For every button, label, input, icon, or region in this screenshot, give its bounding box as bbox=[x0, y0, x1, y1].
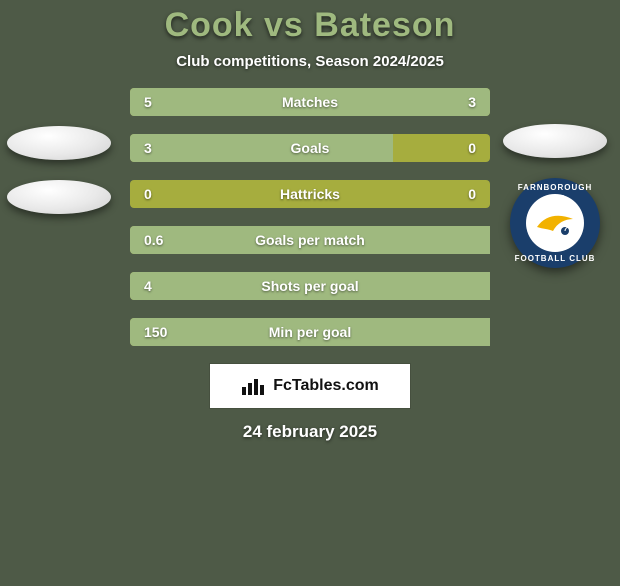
stat-value-right: 0 bbox=[468, 140, 476, 156]
club-badge-placeholder bbox=[7, 180, 111, 214]
bird-icon bbox=[535, 209, 575, 237]
stat-value-left: 4 bbox=[144, 278, 152, 294]
watermark: FcTables.com bbox=[210, 364, 410, 408]
subtitle: Club competitions, Season 2024/2025 bbox=[0, 53, 620, 70]
stat-row: 4 Shots per goal bbox=[130, 272, 490, 300]
stat-value-right: 3 bbox=[468, 94, 476, 110]
stat-row: 5 3 Matches bbox=[130, 88, 490, 116]
watermark-text: FcTables.com bbox=[273, 377, 379, 395]
club-badge-farnborough: FARNBOROUGH 2007 FOOTBALL CLUB bbox=[510, 178, 600, 268]
club-badge-year: 2007 bbox=[510, 194, 600, 203]
stat-rows: 5 3 Matches 3 0 Goals 0 0 Hattricks 0.6 Goals per … bbox=[130, 88, 490, 346]
page-title: Cook vs Bateson bbox=[0, 6, 620, 45]
right-player-badges: FARNBOROUGH 2007 FOOTBALL CLUB bbox=[500, 124, 610, 268]
date: 24 february 2025 bbox=[0, 422, 620, 442]
club-badge-bottom-text: FOOTBALL CLUB bbox=[510, 254, 600, 263]
stat-row: 0.6 Goals per match bbox=[130, 226, 490, 254]
stat-value-left: 0 bbox=[144, 186, 152, 202]
stat-value-left: 3 bbox=[144, 140, 152, 156]
stat-label: Goals bbox=[291, 140, 330, 156]
stat-row: 0 0 Hattricks bbox=[130, 180, 490, 208]
stat-label: Goals per match bbox=[255, 232, 365, 248]
player-photo-placeholder bbox=[503, 124, 607, 158]
player-photo-placeholder bbox=[7, 126, 111, 160]
stat-row: 150 Min per goal bbox=[130, 318, 490, 346]
club-badge-top-text: FARNBOROUGH bbox=[510, 183, 600, 192]
stat-label: Hattricks bbox=[280, 186, 340, 202]
stat-fill-left bbox=[130, 134, 393, 162]
stat-label: Min per goal bbox=[269, 324, 351, 340]
stat-value-right: 0 bbox=[468, 186, 476, 202]
stat-label: Shots per goal bbox=[261, 278, 358, 294]
stat-value-left: 0.6 bbox=[144, 232, 163, 248]
stat-row: 3 0 Goals bbox=[130, 134, 490, 162]
stat-value-left: 5 bbox=[144, 94, 152, 110]
stat-value-left: 150 bbox=[144, 324, 167, 340]
stat-label: Matches bbox=[282, 94, 338, 110]
bars-icon bbox=[241, 377, 267, 395]
left-player-badges bbox=[4, 126, 114, 214]
